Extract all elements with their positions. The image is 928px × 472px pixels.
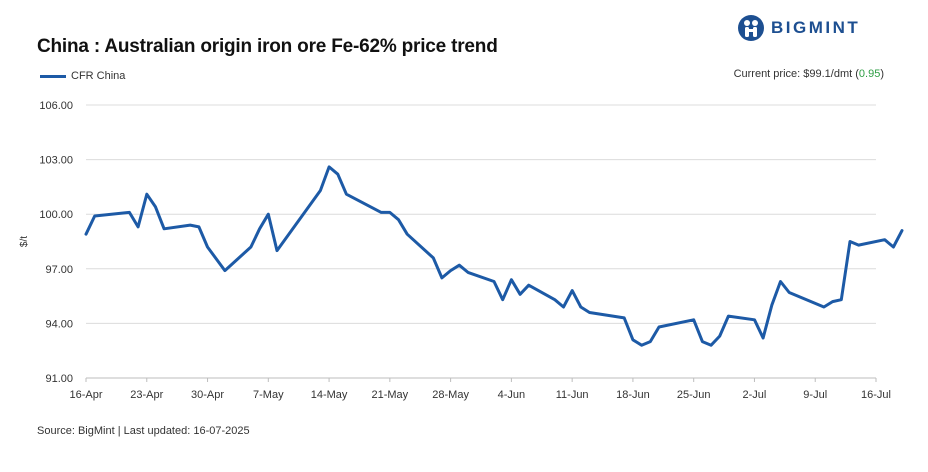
series-line-cfr-china [84, 165, 904, 347]
x-tick-label: 30-Apr [191, 389, 224, 401]
y-axis-label: $/t [19, 236, 30, 247]
x-tick-label: 18-Jun [616, 389, 650, 401]
current-price-label: Current price: $99.1/dmt ( [733, 68, 859, 80]
x-tick-label: 7-May [253, 389, 284, 401]
y-tick-label: 100.00 [39, 209, 73, 221]
x-tick-label: 2-Jul [743, 389, 767, 401]
y-tick-label: 94.00 [45, 318, 73, 330]
chart-title: China : Australian origin iron ore Fe-62… [37, 36, 498, 57]
legend-swatch [40, 74, 66, 78]
x-tick-label: 16-Apr [69, 389, 102, 401]
bigmint-logo-icon [738, 15, 764, 41]
x-tick-label: 9-Jul [803, 389, 827, 401]
x-tick-label: 11-Jun [556, 389, 589, 401]
y-tick-label: 91.00 [45, 373, 73, 385]
x-tick-label: 14-May [311, 389, 348, 401]
current-price-suffix: ) [880, 68, 884, 80]
y-tick-label: 103.00 [39, 155, 73, 167]
x-tick-label: 16-Jul [861, 389, 891, 401]
current-price-change: 0.95 [858, 68, 881, 80]
current-price: Current price: $99.1/dmt (0.95) [734, 68, 884, 80]
x-tick-label: 4-Jun [498, 389, 526, 401]
brand-name: BIGMINT [771, 18, 861, 37]
x-tick-label: 23-Apr [130, 389, 163, 401]
brand-logo: BIGMINT [737, 14, 860, 42]
source-note: Source: BigMint | Last updated: 16-07-20… [37, 425, 250, 437]
x-tick-label: 21-May [372, 389, 409, 401]
y-tick-label: 97.00 [45, 264, 73, 276]
legend-label: CFR China [71, 70, 126, 82]
x-tick-label: 28-May [432, 389, 469, 401]
chart-legend: CFR China [40, 70, 125, 82]
y-tick-label: 106.00 [39, 100, 73, 112]
x-tick-label: 25-Jun [677, 389, 711, 401]
